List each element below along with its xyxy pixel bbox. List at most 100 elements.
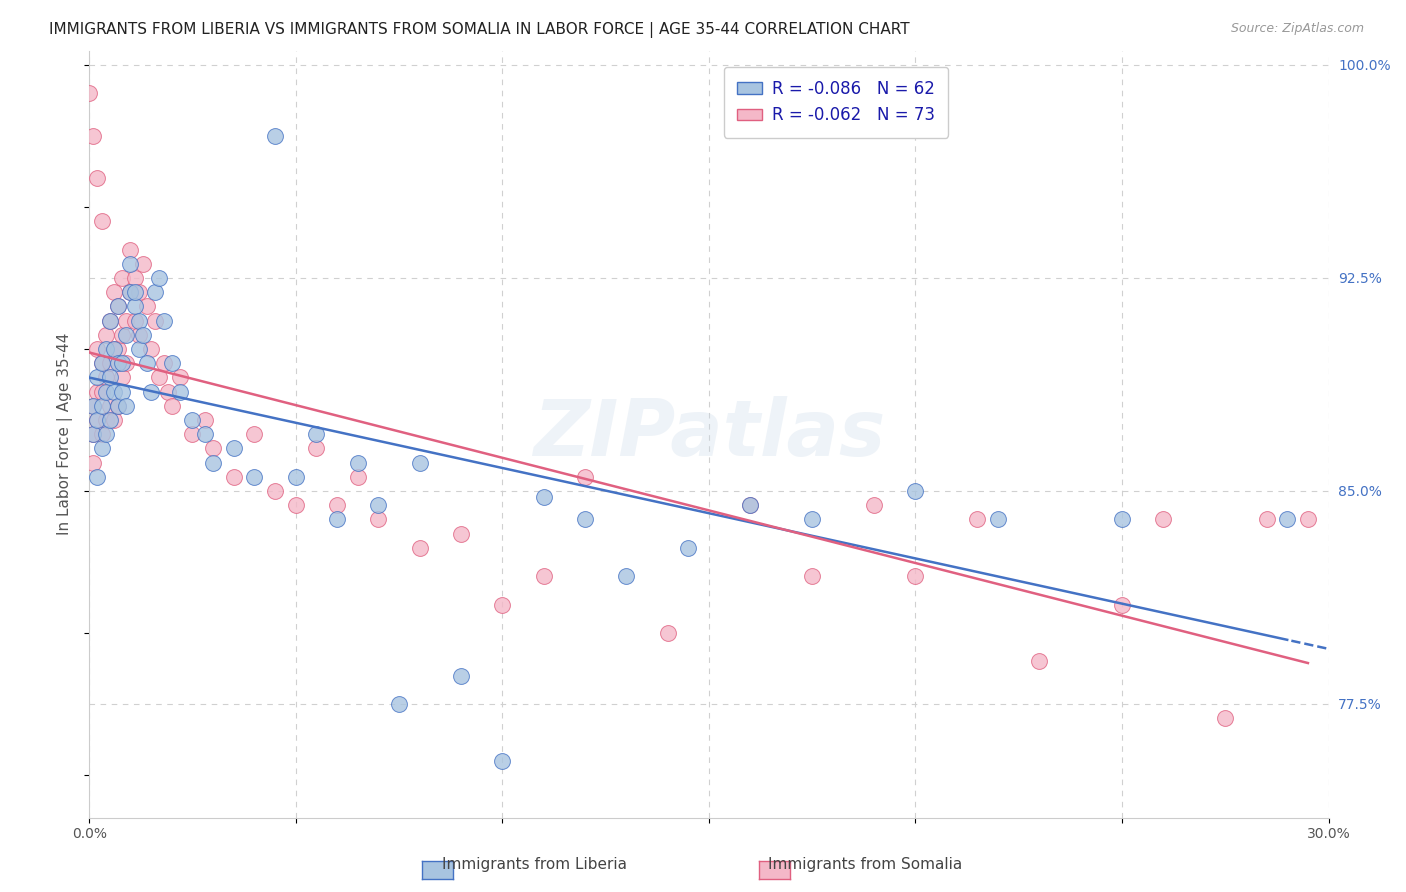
Point	[136, 299, 159, 313]
Y-axis label: In Labor Force | Age 35-44: In Labor Force | Age 35-44	[58, 333, 73, 535]
Point	[574, 469, 596, 483]
Point	[94, 327, 117, 342]
Point	[222, 442, 245, 456]
Point	[194, 413, 217, 427]
Point	[82, 456, 104, 470]
Point	[740, 498, 762, 512]
Point	[450, 526, 472, 541]
Point	[1111, 598, 1133, 612]
Point	[1277, 512, 1299, 526]
Point	[264, 128, 287, 143]
Point	[94, 413, 117, 427]
Legend: R = -0.086   N = 62, R = -0.062   N = 73: R = -0.086 N = 62, R = -0.062 N = 73	[724, 67, 949, 137]
Point	[86, 171, 108, 186]
Point	[128, 313, 150, 327]
Point	[86, 469, 108, 483]
Point	[264, 483, 287, 498]
Point	[128, 285, 150, 299]
Point	[160, 399, 183, 413]
Point	[86, 413, 108, 427]
Point	[152, 356, 174, 370]
Point	[107, 342, 129, 356]
Point	[1028, 654, 1050, 668]
Point	[657, 626, 679, 640]
Point	[115, 356, 138, 370]
Text: Source: ZipAtlas.com: Source: ZipAtlas.com	[1230, 22, 1364, 36]
Point	[111, 370, 134, 384]
Point	[86, 384, 108, 399]
Point	[94, 427, 117, 442]
Point	[202, 442, 225, 456]
Point	[115, 313, 138, 327]
Point	[115, 327, 138, 342]
Point	[86, 413, 108, 427]
Point	[222, 469, 245, 483]
Point	[346, 469, 368, 483]
Point	[139, 384, 162, 399]
Point	[103, 342, 125, 356]
Point	[98, 370, 121, 384]
Point	[243, 427, 266, 442]
Point	[136, 356, 159, 370]
Point	[90, 399, 112, 413]
Point	[98, 399, 121, 413]
Point	[107, 399, 129, 413]
Point	[194, 427, 217, 442]
Text: IMMIGRANTS FROM LIBERIA VS IMMIGRANTS FROM SOMALIA IN LABOR FORCE | AGE 35-44 CO: IMMIGRANTS FROM LIBERIA VS IMMIGRANTS FR…	[49, 22, 910, 38]
Point	[148, 271, 170, 285]
Point	[82, 399, 104, 413]
Point	[202, 456, 225, 470]
Point	[90, 214, 112, 228]
Text: ZIPatlas: ZIPatlas	[533, 396, 884, 472]
Point	[904, 569, 927, 583]
Point	[367, 498, 389, 512]
Point	[678, 541, 700, 555]
Point	[98, 356, 121, 370]
Point	[326, 498, 349, 512]
Point	[120, 285, 142, 299]
Point	[128, 327, 150, 342]
Point	[614, 569, 637, 583]
Point	[107, 356, 129, 370]
Point	[148, 370, 170, 384]
Point	[132, 257, 155, 271]
Point	[1111, 512, 1133, 526]
Point	[86, 342, 108, 356]
Point	[132, 327, 155, 342]
Text: Immigrants from Somalia: Immigrants from Somalia	[768, 857, 962, 872]
Point	[128, 342, 150, 356]
Point	[111, 327, 134, 342]
Point	[533, 569, 555, 583]
Point	[367, 512, 389, 526]
Point	[115, 399, 138, 413]
Point	[82, 427, 104, 442]
Point	[86, 370, 108, 384]
Point	[305, 442, 328, 456]
Point	[124, 271, 146, 285]
Point	[801, 569, 824, 583]
Point	[94, 342, 117, 356]
Point	[82, 399, 104, 413]
Point	[169, 384, 191, 399]
Point	[103, 285, 125, 299]
Point	[90, 427, 112, 442]
Point	[77, 87, 100, 101]
Point	[139, 342, 162, 356]
Point	[124, 313, 146, 327]
Point	[1296, 512, 1319, 526]
Point	[90, 356, 112, 370]
Point	[326, 512, 349, 526]
Point	[90, 442, 112, 456]
Point	[284, 498, 307, 512]
Text: Immigrants from Liberia: Immigrants from Liberia	[441, 857, 627, 872]
Point	[740, 498, 762, 512]
Point	[103, 384, 125, 399]
Point	[152, 313, 174, 327]
Point	[305, 427, 328, 442]
Point	[98, 313, 121, 327]
Point	[801, 512, 824, 526]
Point	[124, 285, 146, 299]
Point	[120, 243, 142, 257]
Point	[107, 299, 129, 313]
Point	[120, 257, 142, 271]
